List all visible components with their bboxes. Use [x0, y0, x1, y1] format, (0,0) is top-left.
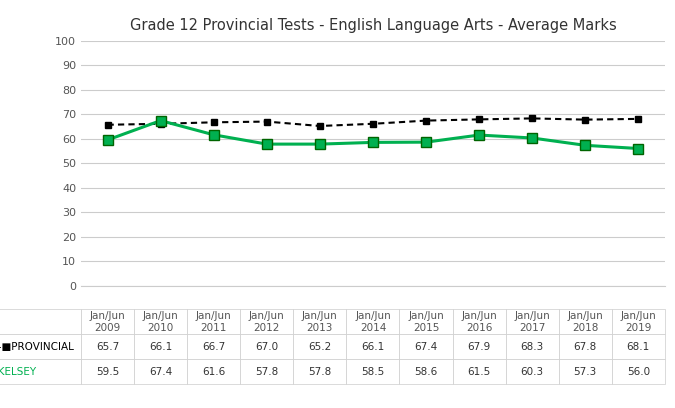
KELSEY	[581, 143, 589, 148]
Title: Grade 12 Provincial Tests - English Language Arts - Average Marks: Grade 12 Provincial Tests - English Lang…	[130, 18, 616, 33]
PROVINCIAL	[157, 121, 165, 126]
PROVINCIAL	[634, 116, 643, 121]
KELSEY	[528, 135, 536, 140]
KELSEY	[103, 137, 111, 142]
PROVINCIAL	[528, 116, 536, 121]
Line: KELSEY: KELSEY	[103, 116, 643, 153]
PROVINCIAL	[316, 124, 324, 129]
KELSEY	[475, 133, 483, 137]
KELSEY	[369, 140, 377, 145]
KELSEY	[422, 140, 430, 144]
PROVINCIAL	[210, 120, 218, 125]
PROVINCIAL	[422, 118, 430, 123]
KELSEY	[210, 132, 218, 137]
KELSEY	[316, 142, 324, 146]
PROVINCIAL	[369, 121, 377, 126]
PROVINCIAL	[581, 117, 589, 122]
KELSEY	[263, 142, 271, 146]
PROVINCIAL	[103, 122, 111, 127]
KELSEY	[634, 146, 643, 151]
KELSEY	[157, 118, 165, 123]
PROVINCIAL	[475, 117, 483, 122]
Line: PROVINCIAL: PROVINCIAL	[104, 115, 642, 129]
PROVINCIAL	[263, 119, 271, 124]
